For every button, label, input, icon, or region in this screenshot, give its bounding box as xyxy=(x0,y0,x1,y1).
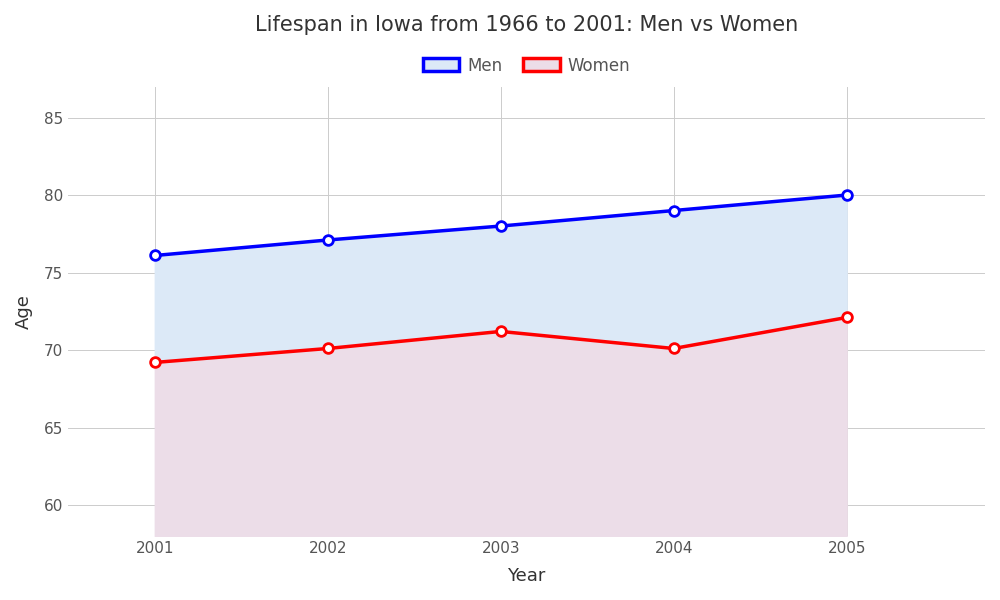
X-axis label: Year: Year xyxy=(507,567,546,585)
Title: Lifespan in Iowa from 1966 to 2001: Men vs Women: Lifespan in Iowa from 1966 to 2001: Men … xyxy=(255,15,798,35)
Legend: Men, Women: Men, Women xyxy=(416,50,637,81)
Y-axis label: Age: Age xyxy=(15,294,33,329)
